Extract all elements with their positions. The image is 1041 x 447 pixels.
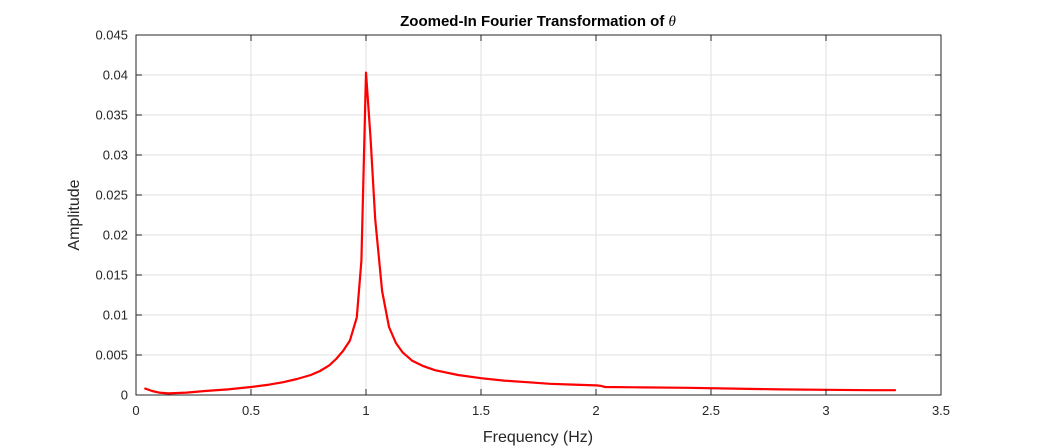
y-tick-label: 0.005 bbox=[95, 348, 128, 363]
y-tick-label: 0.03 bbox=[103, 148, 128, 163]
x-tick-label: 2.5 bbox=[702, 403, 720, 418]
y-axis-label: Amplitude bbox=[66, 179, 83, 250]
y-tick-label: 0 bbox=[121, 388, 128, 403]
y-tick-label: 0.015 bbox=[95, 268, 128, 283]
chart-title-symbol: θ bbox=[668, 14, 676, 30]
y-tick-label: 0.02 bbox=[103, 228, 128, 243]
x-tick-label: 2 bbox=[592, 403, 599, 418]
x-tick-label: 1.5 bbox=[472, 403, 490, 418]
plot-area: 0 0.5 1 1.5 2 2.5 3 3.5 0 0.005 0.01 0.015 0.02 0.02… bbox=[95, 28, 950, 419]
y-tick-labels: 0 0.005 0.01 0.015 0.02 0.025 0.03 0.035 0.04 0.0… bbox=[95, 28, 128, 403]
axes-background bbox=[136, 35, 941, 395]
series-line bbox=[144, 71, 897, 395]
chart-title-text: Zoomed-In Fourier Transformation of bbox=[400, 13, 668, 30]
chart-title: Zoomed-In Fourier Transformation of θ bbox=[400, 13, 676, 30]
ticks bbox=[135, 34, 942, 396]
x-tick-label: 0.5 bbox=[242, 403, 260, 418]
x-tick-label: 3 bbox=[822, 403, 829, 418]
x-tick-label: 0 bbox=[132, 403, 139, 418]
y-tick-label: 0.045 bbox=[95, 28, 128, 43]
x-tick-label: 3.5 bbox=[932, 403, 950, 418]
axes-box bbox=[135, 34, 942, 396]
y-tick-label: 0.04 bbox=[103, 68, 128, 83]
x-tick-label: 1 bbox=[362, 403, 369, 418]
y-tick-label: 0.025 bbox=[95, 188, 128, 203]
x-tick-labels: 0 0.5 1 1.5 2 2.5 3 3.5 bbox=[132, 403, 950, 418]
y-tick-label: 0.01 bbox=[103, 308, 128, 323]
x-axis-label: Frequency (Hz) bbox=[483, 429, 593, 446]
y-tick-label: 0.035 bbox=[95, 108, 128, 123]
